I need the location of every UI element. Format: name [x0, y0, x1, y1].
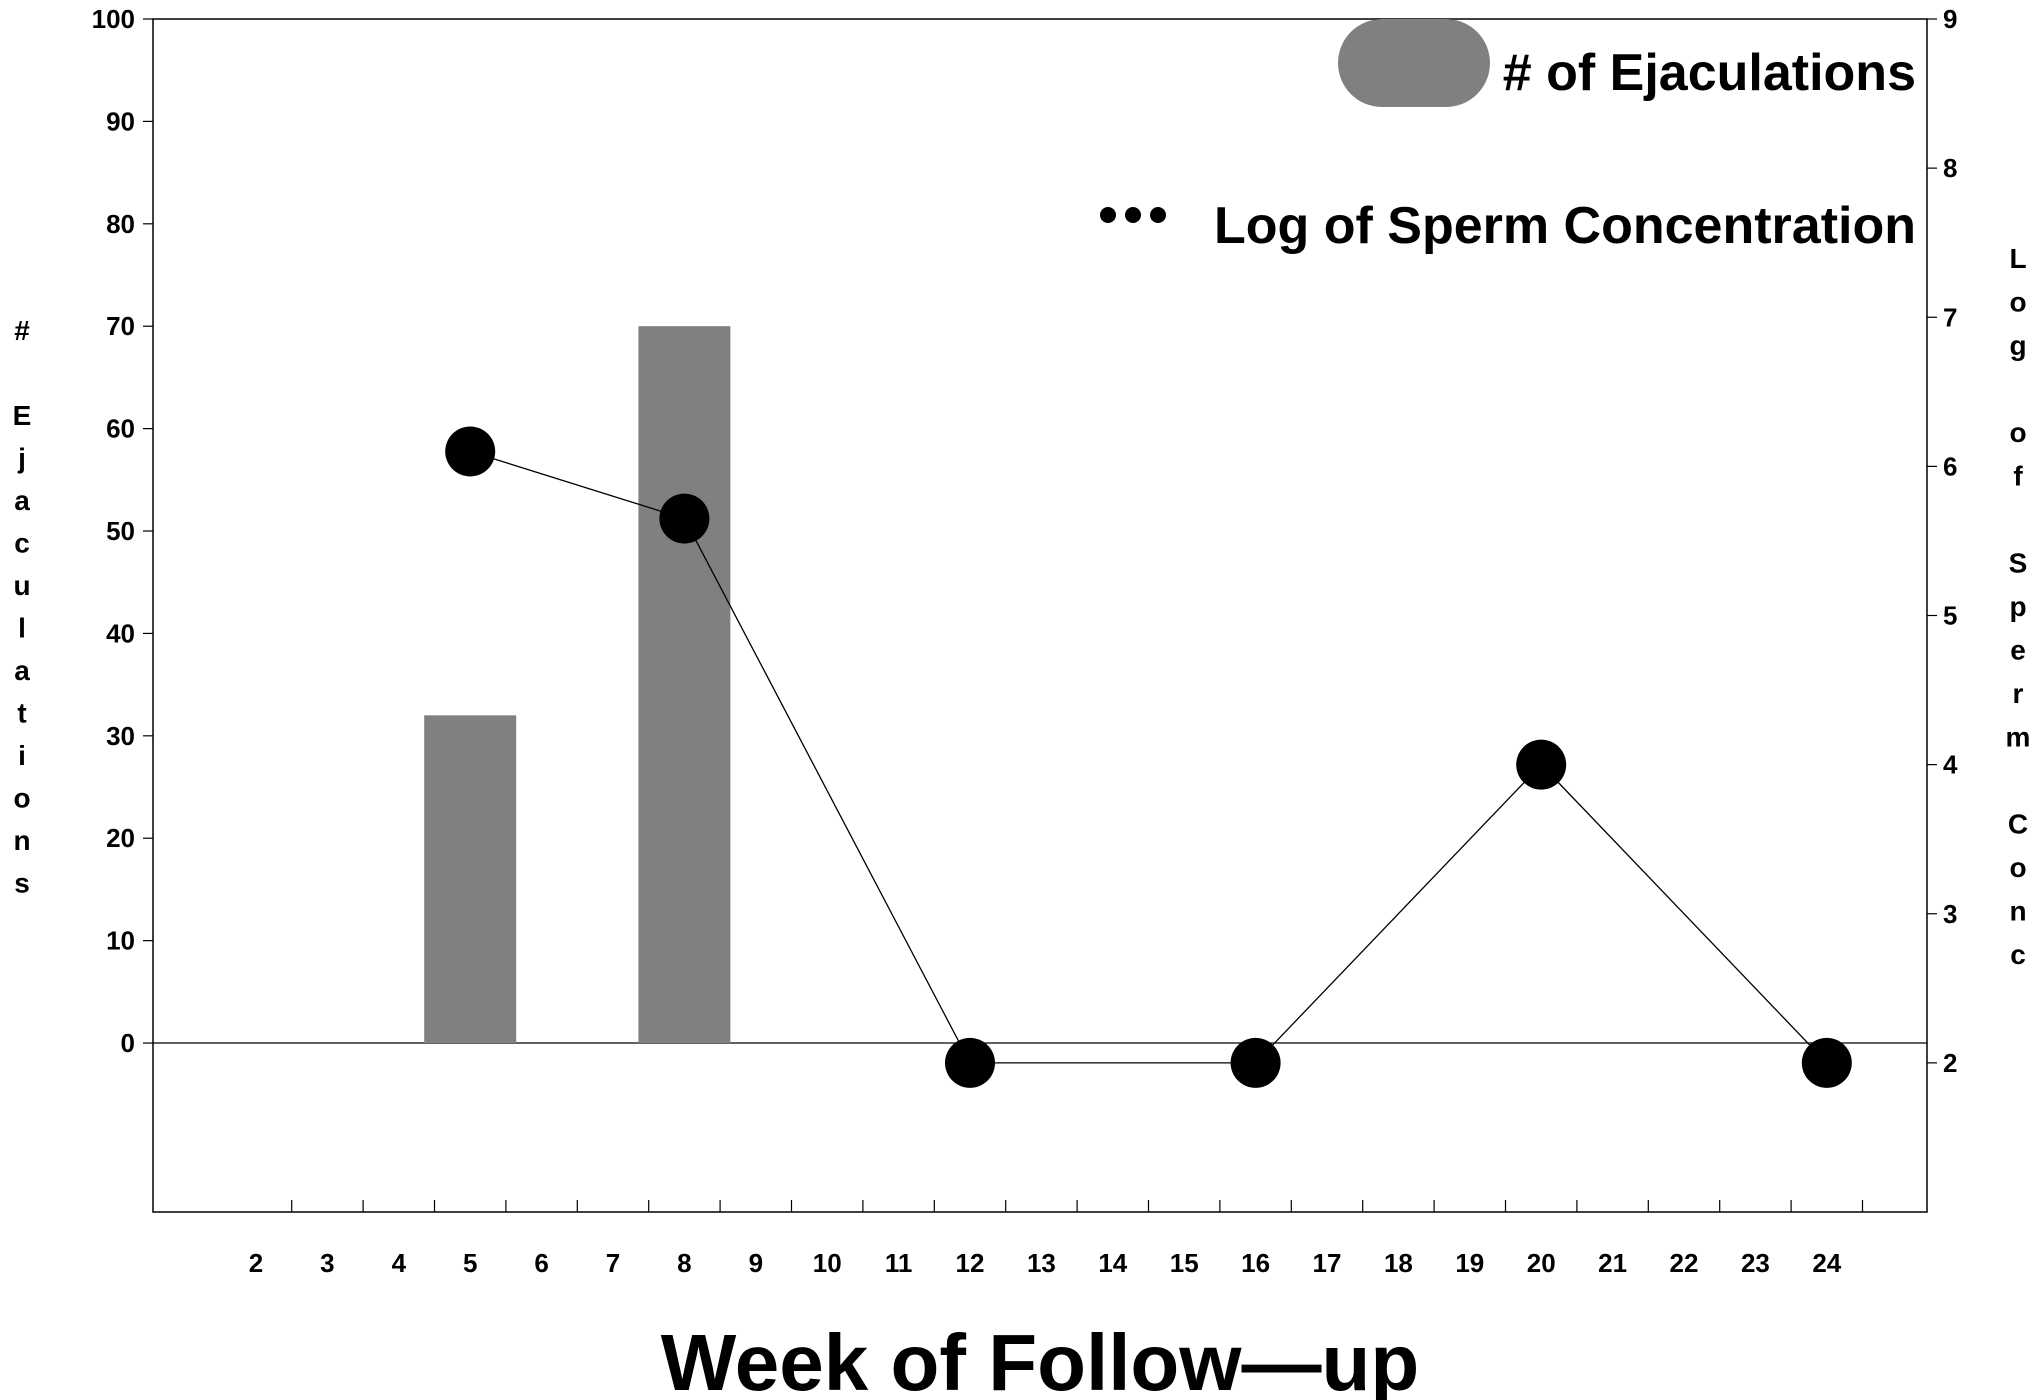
x-tick-label: 15 [1170, 1248, 1199, 1278]
right-tick-label: 3 [1943, 899, 1957, 929]
left-tick-label: 90 [106, 106, 135, 136]
legend-marker-dot [1100, 207, 1116, 223]
left-tick-label: 70 [106, 311, 135, 341]
axis-label-char: L [2009, 243, 2026, 274]
axis-label-char: n [13, 825, 30, 856]
right-tick-label: 6 [1943, 451, 1957, 481]
axis-label-char: l [18, 613, 26, 644]
axis-label-char: a [14, 655, 30, 686]
axis-label-char: S [2009, 548, 2028, 579]
left-tick-label: 0 [121, 1028, 135, 1058]
left-tick-label: 100 [92, 4, 135, 34]
left-tick-label: 10 [106, 926, 135, 956]
legend-label-ejaculations: # of Ejaculations [1503, 44, 1916, 102]
x-tick-label: 24 [1812, 1248, 1841, 1278]
left-tick-label: 60 [106, 414, 135, 444]
axis-label-char: f [2013, 461, 2023, 492]
legend-bar-swatch [1338, 19, 1490, 107]
left-tick-label: 40 [106, 618, 135, 648]
x-tick-label: 4 [392, 1248, 407, 1278]
x-tick-label: 9 [749, 1248, 763, 1278]
axis-label-char: o [2009, 287, 2026, 318]
axis-label-char: o [13, 783, 30, 814]
x-tick-label: 18 [1384, 1248, 1413, 1278]
x-tick-label: 10 [813, 1248, 842, 1278]
x-tick-label: 2 [249, 1248, 263, 1278]
axis-label-char: g [2009, 330, 2026, 361]
data-point [445, 426, 496, 477]
axis-label-char: C [2008, 809, 2028, 840]
axis-label-char: s [14, 868, 30, 899]
x-tick-label: 13 [1027, 1248, 1056, 1278]
left-axis: 0 10 20 30 40 50 60 70 80 90 100 [92, 4, 153, 1058]
right-axis: 2 3 4 5 6 7 8 9 [1927, 4, 1958, 1078]
left-axis-label: #Ejaculations [13, 315, 32, 899]
bar [638, 326, 731, 1044]
x-tick-label: 3 [320, 1248, 334, 1278]
bar-series [424, 326, 731, 1044]
legend-marker-dot [1125, 207, 1141, 223]
x-tick-label: 22 [1670, 1248, 1699, 1278]
axis-label-char: E [13, 400, 32, 431]
axis-label-char: c [2010, 939, 2026, 970]
x-tick-label: 20 [1527, 1248, 1556, 1278]
axis-label-char: i [18, 740, 26, 771]
axis-label-char: m [2006, 722, 2031, 753]
axis-label-char: o [2009, 852, 2026, 883]
axis-label-char: c [14, 528, 30, 559]
axis-label-char: p [2009, 591, 2026, 622]
data-point [1801, 1037, 1852, 1088]
right-tick-label: 4 [1943, 750, 1958, 780]
x-tick-label: 12 [956, 1248, 985, 1278]
x-tick-label: 5 [463, 1248, 477, 1278]
x-tick-label: 11 [885, 1248, 913, 1278]
axis-label-char: e [2010, 635, 2026, 666]
right-tick-label: 7 [1943, 302, 1957, 332]
x-tick-label: 8 [677, 1248, 691, 1278]
left-tick-label: 50 [106, 516, 135, 546]
right-tick-label: 5 [1943, 601, 1957, 631]
axis-label-char: r [2013, 678, 2024, 709]
x-tick-label: 14 [1098, 1248, 1127, 1278]
x-tick-label: 6 [534, 1248, 548, 1278]
legend-label-sperm-concentration: Log of Sperm Concentration [1214, 197, 1916, 255]
axis-label-char: t [17, 698, 26, 729]
legend-marker-dot [1150, 207, 1166, 223]
x-tick-label: 17 [1313, 1248, 1342, 1278]
x-tick-label: 21 [1598, 1248, 1627, 1278]
axis-label-char: # [14, 315, 30, 346]
x-tick-label: 23 [1741, 1248, 1770, 1278]
data-point [945, 1037, 995, 1088]
data-point [1230, 1037, 1281, 1088]
axis-label-char: a [14, 485, 30, 516]
axis-label-char: u [13, 570, 30, 601]
x-tick-label: 19 [1455, 1248, 1484, 1278]
series-line [470, 450, 1828, 1064]
left-tick-label: 20 [106, 823, 135, 853]
legend: # of Ejaculations Log of Sperm Concentra… [1100, 19, 1916, 255]
x-axis-label: Week of Follow—up [661, 1318, 1420, 1400]
axis-label-char: j [17, 443, 26, 474]
data-point [659, 493, 710, 544]
axis-label-char: n [2009, 896, 2026, 927]
bar [424, 715, 517, 1044]
right-tick-label: 2 [1943, 1048, 1957, 1078]
right-tick-label: 8 [1943, 153, 1957, 183]
x-tick-label: 7 [606, 1248, 620, 1278]
axis-label-char: o [2009, 417, 2026, 448]
left-tick-label: 80 [106, 209, 135, 239]
data-point [1516, 739, 1567, 790]
left-tick-label: 30 [106, 721, 135, 751]
x-tick-label: 16 [1241, 1248, 1270, 1278]
line-series [445, 426, 1852, 1088]
x-axis: 2 3 4 5 6 7 8 9 10 11 12 13 14 15 16 17 18 19 20 21 22 23 24 [249, 1200, 1864, 1278]
right-tick-label: 9 [1943, 4, 1957, 34]
